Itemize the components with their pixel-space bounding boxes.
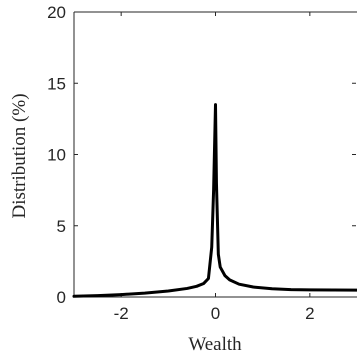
- y-tick-label: 0: [57, 288, 66, 307]
- y-tick-label: 20: [47, 3, 66, 22]
- y-tick-label: 5: [57, 217, 66, 236]
- x-tick-label: -2: [114, 304, 129, 323]
- distribution-line: [72, 103, 357, 298]
- x-axis-label: Wealth: [188, 334, 242, 355]
- x-tick-label: 0: [211, 304, 220, 323]
- x-tick-label: 2: [305, 304, 314, 323]
- y-axis-label: Distribution (%): [9, 93, 30, 218]
- y-tick-label: 10: [47, 146, 66, 165]
- y-tick-label: 15: [47, 74, 66, 93]
- series-layer: [72, 103, 357, 298]
